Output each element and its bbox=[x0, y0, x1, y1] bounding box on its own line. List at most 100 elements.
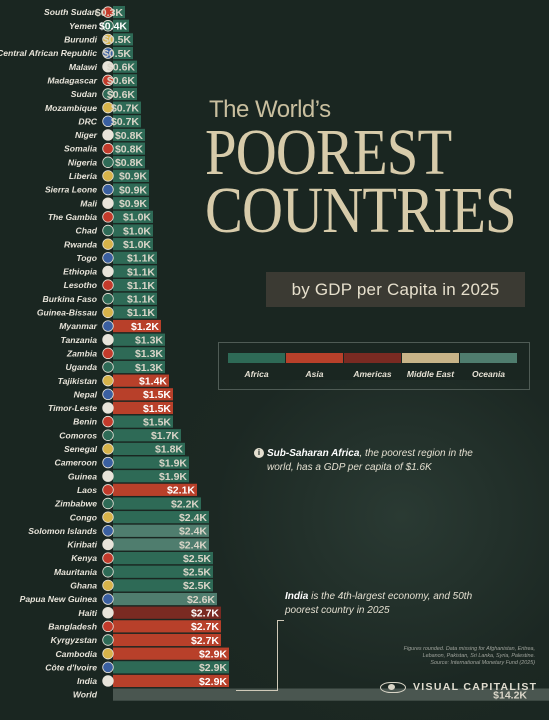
flag-icon bbox=[102, 101, 114, 114]
category-label: Benin bbox=[73, 417, 97, 427]
category-label: Lesotho bbox=[64, 280, 97, 290]
category-label: Bangladesh bbox=[48, 621, 97, 631]
bar-kyrgyzstan bbox=[113, 633, 221, 647]
value-label: $1.1K bbox=[127, 280, 155, 292]
value-label: $2.9K bbox=[199, 662, 227, 674]
annotation-connector bbox=[277, 620, 284, 691]
value-label: $0.9K bbox=[119, 198, 147, 210]
bar-mali bbox=[113, 197, 149, 210]
value-label: $0.8K bbox=[115, 130, 143, 142]
value-label: $1.9K bbox=[159, 471, 187, 483]
bar-sudan bbox=[113, 87, 137, 101]
category-label: Niger bbox=[75, 130, 98, 140]
value-label: $2.5K bbox=[183, 580, 211, 592]
value-label: $2.4K bbox=[179, 539, 207, 551]
bar-c-te-d-ivoire bbox=[113, 661, 229, 674]
category-label: Somalia bbox=[64, 144, 97, 154]
value-label: $2.5K bbox=[183, 553, 211, 565]
category-label: Malawi bbox=[69, 62, 98, 72]
india-annotation: India is the 4th-largest economy, and 50… bbox=[285, 590, 485, 618]
flag-icon bbox=[102, 647, 114, 660]
flag-icon bbox=[102, 361, 114, 373]
bar-guinea-bissau bbox=[113, 306, 157, 319]
bar-solomon-islands bbox=[113, 524, 209, 537]
value-label: $0.6K bbox=[107, 62, 135, 74]
bar-senegal bbox=[113, 442, 185, 455]
value-label: $1.3K bbox=[135, 362, 163, 374]
flag-icon bbox=[102, 293, 114, 305]
bar-india bbox=[113, 674, 229, 688]
flag-icon bbox=[102, 552, 114, 564]
value-label: $0.7K bbox=[111, 102, 139, 114]
flag-icon bbox=[102, 224, 114, 237]
title-line2: POOREST bbox=[205, 116, 452, 189]
flag-icon bbox=[102, 60, 114, 73]
flag-icon bbox=[102, 74, 114, 87]
bar-niger bbox=[113, 128, 145, 142]
value-label: $0.9K bbox=[119, 171, 147, 183]
legend-label: Middle East bbox=[406, 369, 455, 379]
category-label: Rwanda bbox=[64, 239, 97, 249]
source-note: Figures rounded. Data missing for Afghan… bbox=[330, 646, 535, 668]
value-label: $2.1K bbox=[167, 485, 195, 497]
flag-icon bbox=[102, 497, 114, 510]
legend-label: Oceania bbox=[471, 369, 506, 379]
bar-burkina-faso bbox=[113, 292, 157, 305]
bar-papua-new-guinea bbox=[113, 592, 217, 606]
bar-togo bbox=[113, 251, 157, 264]
bar-comoros bbox=[113, 429, 181, 442]
flag-icon bbox=[102, 115, 114, 128]
legend-label: Africa bbox=[244, 369, 269, 379]
flag-icon bbox=[102, 566, 114, 578]
flag-icon bbox=[102, 211, 114, 223]
category-label: Mauritania bbox=[54, 567, 97, 577]
flag-icon bbox=[102, 579, 114, 592]
brand-logo-icon bbox=[380, 681, 406, 693]
category-label: Congo bbox=[70, 512, 97, 522]
bar-mozambique bbox=[113, 101, 141, 114]
value-label: $2.4K bbox=[179, 512, 207, 524]
flag-icon bbox=[102, 415, 114, 428]
flag-icon bbox=[102, 238, 114, 250]
value-label: $1.1K bbox=[127, 253, 155, 265]
category-label: Comoros bbox=[59, 430, 97, 440]
source-line2: Lebanon, Pakistan, Sri Lanka, Syria, Pal… bbox=[422, 653, 535, 660]
india-annotation-bold: India bbox=[285, 591, 309, 602]
bar-kenya bbox=[113, 552, 213, 565]
legend-label: Asia bbox=[305, 369, 324, 379]
flag-icon bbox=[102, 388, 114, 401]
legend-swatch bbox=[460, 353, 517, 363]
value-label: $0.6K bbox=[107, 75, 135, 87]
value-label: $2.7K bbox=[191, 621, 219, 633]
flag-icon bbox=[102, 347, 114, 360]
source-line3: Source: International Monetary Fund (202… bbox=[430, 660, 535, 667]
category-label: Timor-Leste bbox=[48, 403, 97, 413]
title-line3: COUNTRIES bbox=[205, 174, 517, 247]
value-label: $1.4K bbox=[139, 375, 167, 387]
value-label: $1.8K bbox=[155, 444, 183, 456]
legend-label: Americas bbox=[353, 369, 392, 379]
africa-annotation-bold: Sub-Saharan Africa bbox=[267, 448, 360, 459]
category-label: Nepal bbox=[74, 389, 98, 399]
legend-swatch bbox=[402, 353, 459, 363]
bar-tajikistan bbox=[113, 374, 169, 387]
category-label: Yemen bbox=[69, 21, 97, 31]
flag-icon bbox=[102, 511, 114, 523]
legend-item-americas: Americas bbox=[344, 353, 401, 379]
category-label: Burkina Faso bbox=[43, 294, 97, 304]
bar-bangladesh bbox=[113, 620, 221, 633]
category-label: Zimbabwe bbox=[54, 499, 97, 509]
value-label: $2.7K bbox=[191, 635, 219, 647]
bar-laos bbox=[113, 483, 197, 496]
flag-icon bbox=[102, 402, 114, 414]
bar-ghana bbox=[113, 579, 213, 592]
bar-tanzania bbox=[113, 333, 165, 346]
category-label: Cambodia bbox=[55, 649, 97, 659]
category-label: Ghana bbox=[70, 581, 97, 591]
flag-icon bbox=[102, 593, 114, 605]
category-label: Liberia bbox=[69, 171, 97, 181]
bar-drc bbox=[113, 115, 141, 128]
india-annotation-text: is the 4th-largest economy, and 50th poo… bbox=[285, 591, 473, 616]
flag-icon bbox=[102, 484, 114, 496]
bar-chad bbox=[113, 224, 153, 237]
